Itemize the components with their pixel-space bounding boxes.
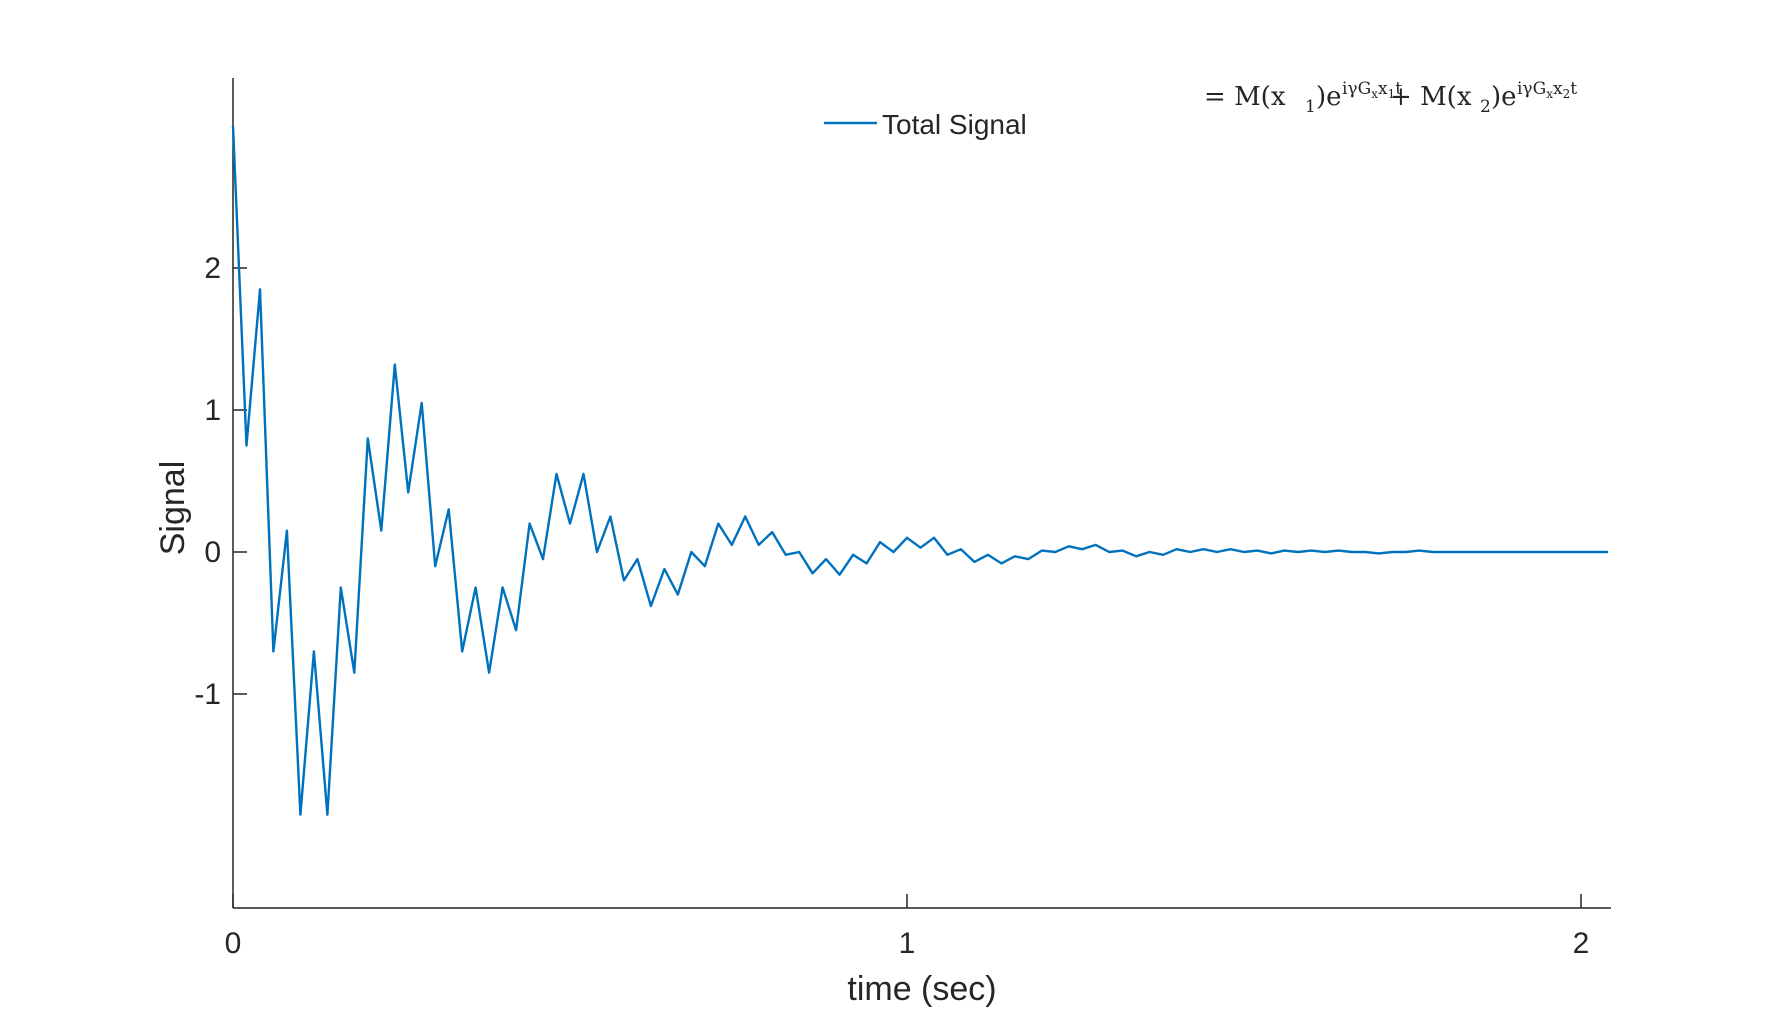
axes	[232, 78, 1611, 909]
x-axis-label: time (sec)	[847, 970, 996, 1008]
x-ticks: 0 1 2	[225, 894, 1590, 960]
x-tick-label: 0	[225, 927, 242, 960]
equation-term2-exponent: iγGxx2t	[1517, 79, 1577, 101]
legend: Total Signal	[824, 109, 1027, 140]
equation-plus: + M(x	[1390, 82, 1472, 112]
equation-term1-subscript: 1	[1305, 97, 1316, 117]
y-tick-label: 0	[204, 536, 221, 569]
y-tick-label: 1	[204, 394, 221, 427]
x-tick-label: 2	[1573, 927, 1590, 960]
equation-term1-close: )e	[1316, 82, 1342, 112]
y-tick-label: 2	[204, 252, 221, 285]
y-axis-label: Signal	[154, 461, 192, 556]
equation-term2-close: )e	[1491, 82, 1517, 112]
equation-term1-exponent: iγGxx1t	[1342, 79, 1402, 101]
y-ticks: -1 0 1 2	[194, 252, 247, 711]
y-tick-label: -1	[194, 678, 221, 711]
equation-prefix: = M(x	[1204, 82, 1286, 112]
signal-equation-annotation: = M(x 1 )e iγGxx1t + M(x 2 )e iγGxx2t	[1204, 79, 1577, 117]
series-line-total-signal	[231, 125, 1608, 816]
equation-term2-subscript: 2	[1480, 97, 1491, 117]
legend-label: Total Signal	[882, 109, 1027, 140]
x-tick-label: 1	[899, 927, 916, 960]
